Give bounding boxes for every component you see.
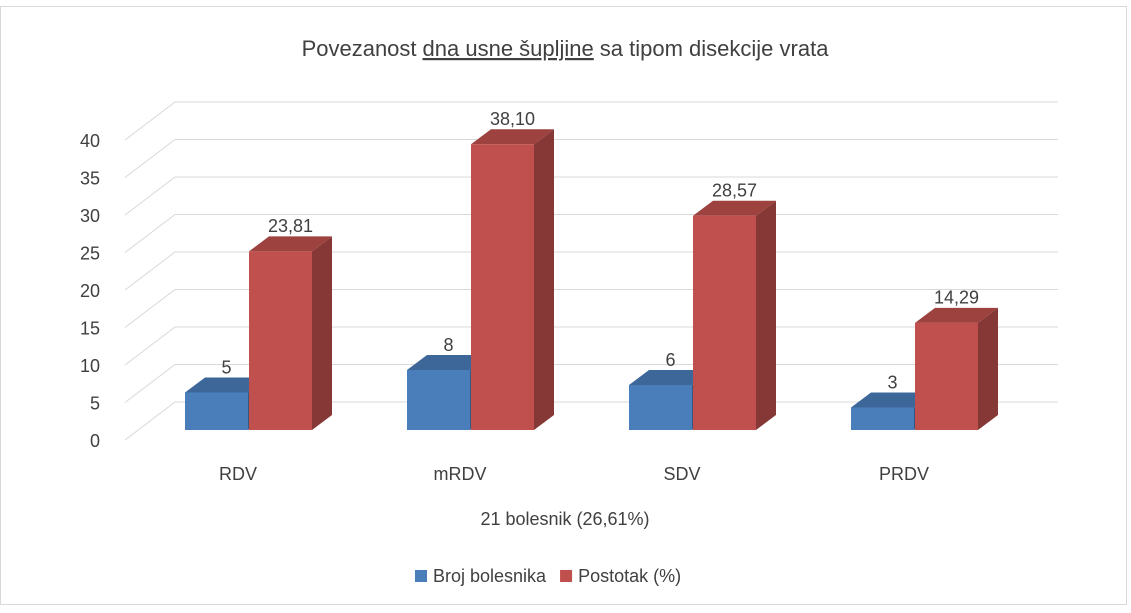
y-tick-label: 15 xyxy=(80,318,100,338)
bar-top xyxy=(915,307,998,323)
y-tick-label: 20 xyxy=(80,281,100,301)
y-tick-label: 10 xyxy=(80,356,100,376)
legend-swatch xyxy=(415,570,427,582)
bar-side xyxy=(312,236,332,430)
y-tick-label: 35 xyxy=(80,168,100,188)
data-label: 3 xyxy=(887,372,897,392)
grid-line xyxy=(124,139,1058,178)
data-label: 6 xyxy=(665,350,675,370)
bar-side xyxy=(534,129,554,430)
title-part: dna usne šupljine xyxy=(423,36,594,61)
x-tick-label: SDV xyxy=(663,464,700,484)
bar xyxy=(185,392,248,430)
y-tick-label: 30 xyxy=(80,206,100,226)
legend-swatch xyxy=(560,570,573,582)
data-label: 38,10 xyxy=(490,109,535,129)
x-tick-label: RDV xyxy=(219,464,257,484)
bar xyxy=(629,385,692,430)
x-tick-label: mRDV xyxy=(434,464,487,484)
y-tick-label: 0 xyxy=(90,431,100,451)
data-label: 5 xyxy=(221,357,231,377)
bar xyxy=(851,407,914,430)
bar-top xyxy=(629,370,712,385)
bar-side xyxy=(978,307,998,430)
bar-top xyxy=(185,377,268,393)
bar-top xyxy=(471,129,554,145)
bar xyxy=(915,322,978,430)
bar-top xyxy=(407,355,490,370)
grid-line xyxy=(124,101,1058,141)
data-label: 23,81 xyxy=(268,216,313,236)
bar-top xyxy=(249,236,332,252)
legend-label: Postotak (%) xyxy=(578,566,681,586)
legend-label: Broj bolesnika xyxy=(433,566,547,586)
bar xyxy=(693,215,756,430)
bar-top xyxy=(693,200,776,216)
chart-title: Povezanost dna usne šupljine sa tipom dise… xyxy=(302,36,830,61)
data-label: 8 xyxy=(443,335,453,355)
chart-border xyxy=(0,6,1127,605)
y-tick-label: 25 xyxy=(80,243,100,263)
grid-line xyxy=(124,176,1058,216)
title-part: sa tipom disekcije vrata xyxy=(600,36,829,61)
y-tick-label: 40 xyxy=(80,131,100,151)
bar xyxy=(471,144,534,430)
x-axis-label: 21 bolesnik (26,61%) xyxy=(480,509,649,529)
data-label: 28,57 xyxy=(712,180,757,200)
y-tick-label: 5 xyxy=(90,393,100,413)
data-label: 14,29 xyxy=(934,288,979,308)
x-tick-label: PRDV xyxy=(879,464,929,484)
bar-side xyxy=(756,200,776,430)
title-part: Povezanost xyxy=(302,36,417,61)
bar xyxy=(249,251,312,430)
bar xyxy=(407,370,470,430)
bar-top xyxy=(851,392,934,408)
